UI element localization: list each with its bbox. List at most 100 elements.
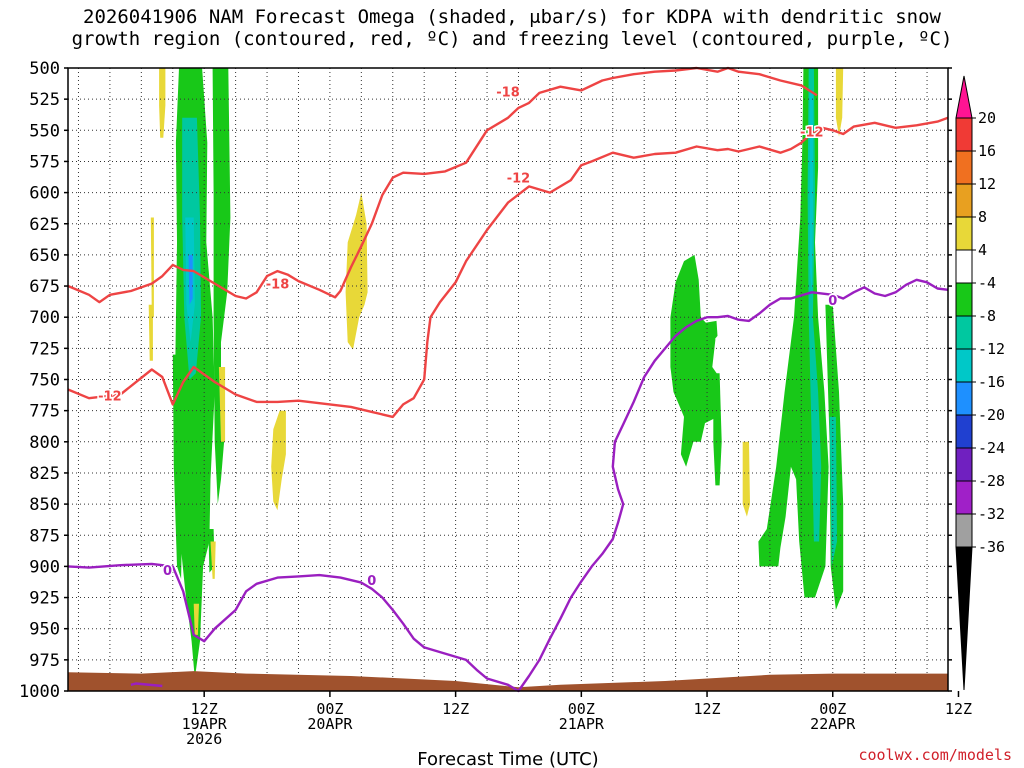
colorbar-box-4 [955, 216, 973, 251]
colorbar-box-7 [955, 315, 973, 350]
contour-label-1: -18 [266, 278, 290, 293]
x-tick-label-18-1: 20APR [307, 715, 353, 733]
colorbar: 20 16 12 8 4 -4 -8 -12 -16 -20 -24 -28 -32 -36 [955, 75, 1005, 691]
y-tick-label-625: 625 [29, 215, 60, 235]
colorbar-box-10 [955, 414, 973, 449]
omega-region-25 [835, 68, 844, 137]
omega-region-22 [210, 541, 216, 579]
contour-label-3: -18 [496, 86, 520, 101]
contour-label-8: 0 [828, 294, 837, 309]
omega-region-14 [696, 320, 718, 343]
colorbar-label-3: 8 [978, 208, 987, 226]
contour-label-6: 0 [163, 564, 172, 579]
colorbar-box-8 [955, 348, 973, 383]
omega-region-4 [188, 254, 193, 305]
axis-layer: 500 525 550 575 600 625 650 675 700 725 750 775 800 8… [19, 59, 972, 768]
ground-layer [68, 671, 948, 691]
omega-region-24 [742, 441, 750, 517]
omega-region-18 [148, 304, 153, 361]
colorbar-label-4: 4 [978, 241, 987, 259]
x-tick-label-42-0: 00Z [568, 700, 595, 718]
x-tick-label-30-0: 12Z [442, 700, 469, 718]
x-axis-label: Forecast Time (UTC) [417, 749, 598, 768]
colorbar-box-1 [955, 117, 973, 152]
y-tick-label-575: 575 [29, 152, 60, 172]
contour-label-7: 0 [367, 574, 376, 589]
omega-shading-layer [148, 68, 844, 679]
colorbar-box-9 [955, 381, 973, 416]
y-tick-label-525: 525 [29, 90, 60, 110]
y-tick-label-950: 950 [29, 620, 60, 640]
omega-region-16 [159, 68, 166, 138]
y-tick-label-500: 500 [29, 59, 60, 79]
colorbar-box-3 [955, 183, 973, 218]
y-tick-label-850: 850 [29, 495, 60, 515]
contour-label-4: -12 [507, 172, 531, 187]
colorbar-label-12: -32 [978, 505, 1005, 523]
omega-region-6 [172, 354, 184, 579]
colorbar-bottom-arrow [955, 546, 973, 691]
y-tick-label-925: 925 [29, 589, 60, 609]
y-tick-label-550: 550 [29, 121, 60, 141]
omega-region-19 [345, 192, 368, 350]
omega-region-12 [829, 416, 837, 567]
colorbar-box-5 [955, 249, 973, 284]
x-tick-label-6-0: 12Z [191, 700, 218, 718]
colorbar-box-12 [955, 480, 973, 515]
colorbar-label-10: -24 [978, 439, 1005, 457]
colorbar-label-2: 12 [978, 175, 996, 193]
chart-title-line-2: growth region (contoured, red, ºC) and f… [71, 28, 953, 50]
x-tick-label-18-0: 00Z [316, 700, 343, 718]
ground-surface [68, 671, 948, 691]
colorbar-label-1: 16 [978, 142, 996, 160]
omega-region-23 [193, 603, 199, 635]
y-tick-label-650: 650 [29, 246, 60, 266]
y-tick-label-700: 700 [29, 308, 60, 328]
chart-title-line-1: 2026041906 NAM Forecast Omega (shaded, μ… [83, 6, 941, 28]
x-tick-label-66-1: 22APR [810, 715, 856, 733]
omega-region-15 [713, 373, 722, 486]
colorbar-box-6 [955, 282, 973, 317]
x-tick-label-42-1: 21APR [559, 715, 605, 733]
y-tick-label-1000: 1000 [19, 682, 60, 702]
colorbar-label-6: -8 [978, 307, 996, 325]
colorbar-box-11 [955, 447, 973, 482]
y-tick-label-875: 875 [29, 526, 60, 546]
colorbar-label-8: -16 [978, 373, 1005, 391]
dgz-contour-minus18 [67, 66, 818, 304]
credit-text: coolwx.com/models [858, 746, 1012, 764]
y-tick-label-775: 775 [29, 402, 60, 422]
freezing-level-segment [130, 682, 163, 688]
colorbar-label-9: -20 [978, 406, 1005, 424]
omega-region-11 [809, 92, 813, 293]
y-tick-label-725: 725 [29, 339, 60, 359]
contour-label-5: -12 [800, 126, 824, 141]
y-tick-label-675: 675 [29, 277, 60, 297]
y-tick-label-900: 900 [29, 557, 60, 577]
grid-layer [68, 68, 948, 691]
y-tick-label-975: 975 [29, 651, 60, 671]
colorbar-label-5: -4 [978, 274, 996, 292]
omega-region-17 [150, 217, 154, 318]
omega-region-13 [670, 254, 718, 467]
x-tick-label-6-1: 19APR [182, 715, 228, 733]
omega-region-20 [271, 410, 286, 511]
x-tick-label-6-2: 2026 [186, 730, 222, 748]
colorbar-top-arrow [955, 75, 973, 119]
colorbar-label-13: -36 [978, 538, 1005, 556]
x-tick-label-54-0: 12Z [694, 700, 721, 718]
contour-label-2: -12 [98, 390, 122, 405]
colorbar-label-0: 20 [978, 109, 996, 127]
chart-title: 2026041906 NAM Forecast Omega (shaded, μ… [0, 6, 1024, 50]
freezing-level-contour [67, 278, 949, 693]
omega-region-5 [212, 68, 231, 505]
colorbar-box-13 [955, 513, 973, 548]
y-tick-label-600: 600 [29, 184, 60, 204]
y-tick-label-750: 750 [29, 371, 60, 391]
colorbar-label-11: -28 [978, 472, 1005, 490]
y-tick-label-800: 800 [29, 433, 60, 453]
contour-layer [67, 66, 949, 693]
contour-label-layer: -18 -12 -18 -12 -12 0 0 0 [97, 84, 839, 590]
colorbar-box-2 [955, 150, 973, 185]
